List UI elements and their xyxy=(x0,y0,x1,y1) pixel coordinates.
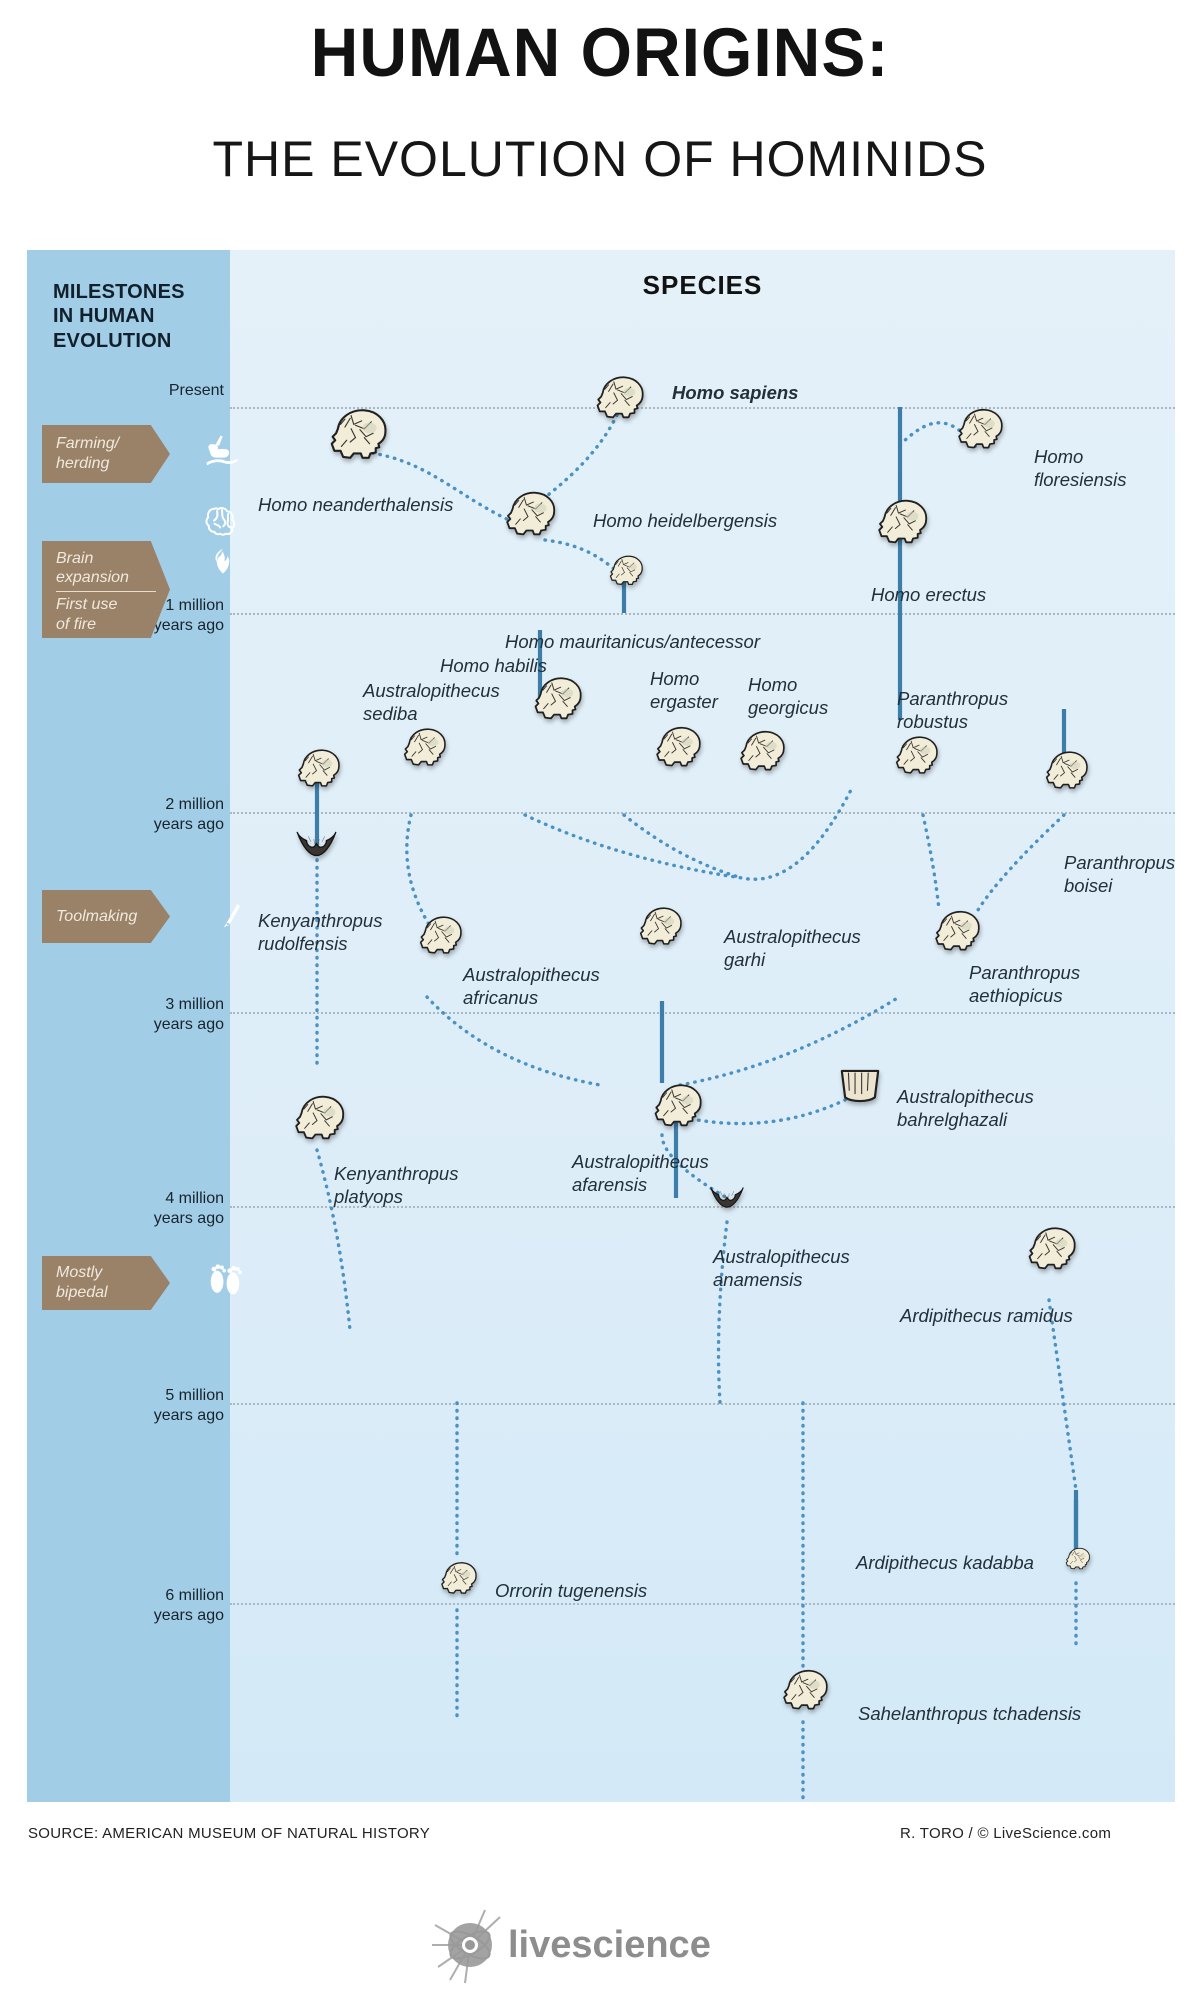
svg-text:livescience: livescience xyxy=(508,1924,711,1966)
